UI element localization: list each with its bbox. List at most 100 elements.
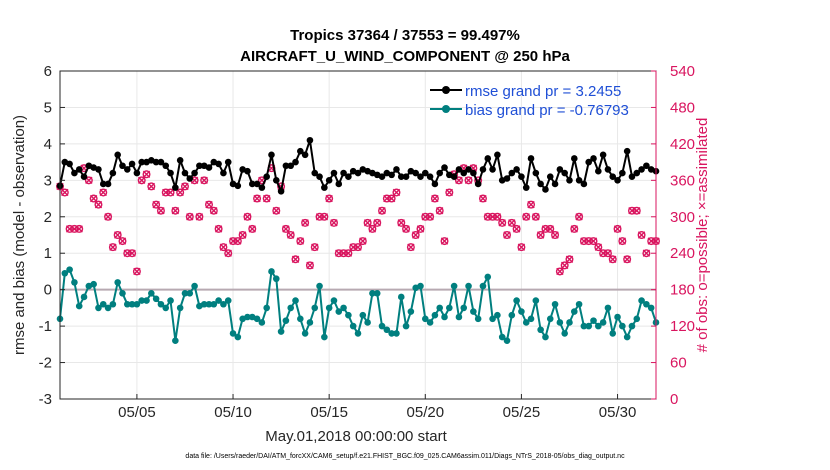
obs-point — [440, 237, 449, 246]
obs-assimilated-marker — [575, 213, 583, 221]
x-axis: 05/05 05/10 05/15 05/20 05/25 05/30 — [118, 394, 636, 421]
obs-possible-marker — [647, 237, 656, 246]
rmse-point — [224, 158, 232, 166]
obs-assimilated-marker — [325, 194, 333, 203]
obs-point — [84, 176, 93, 185]
rmse-point — [595, 167, 602, 175]
rmse-point — [345, 173, 352, 180]
obs-possible-marker — [560, 261, 569, 270]
obs-assimilated-marker — [306, 261, 314, 270]
obs-possible-marker — [363, 218, 372, 227]
obs-assimilated-marker — [387, 194, 396, 203]
obs-assimilated-marker — [359, 237, 367, 245]
rmse-point — [95, 166, 102, 173]
rmse-point — [234, 182, 242, 190]
rmse-point — [489, 166, 496, 173]
obs-point — [219, 243, 228, 252]
y2-tick-label: 0 — [670, 391, 678, 408]
rmse-point — [474, 180, 482, 188]
obs-point — [551, 230, 560, 239]
rmse-point — [114, 151, 121, 159]
obs-assimilated-marker — [445, 188, 454, 197]
rmse-point — [450, 173, 458, 180]
obs-possible-marker — [147, 182, 156, 191]
bias-point — [623, 333, 631, 341]
bias-point — [220, 300, 227, 308]
bias-point — [282, 317, 290, 324]
bias-point — [321, 333, 328, 341]
obs-assimilated-marker — [440, 237, 449, 245]
data-file-footnote: data file: /Users/raeder/DAI/ATM_forcXX/… — [185, 453, 625, 460]
obs-possible-marker — [310, 243, 319, 252]
y-tick-label: 2 — [44, 209, 52, 226]
obs-point — [464, 176, 473, 185]
obs-assimilated-marker — [498, 219, 506, 227]
obs-possible-marker — [503, 230, 512, 239]
obs-point — [416, 224, 425, 233]
y2-tick-label: 540 — [670, 63, 695, 80]
obs-assimilated-marker — [296, 237, 305, 245]
bias-point — [95, 304, 102, 312]
obs-possible-marker — [142, 170, 151, 179]
obs-assimilated-marker — [378, 207, 386, 215]
obs-assimilated-marker — [301, 219, 309, 227]
obs-point — [310, 243, 319, 252]
obs-point — [176, 188, 185, 197]
legend: rmse grand pr = 3.2455 bias grand pr = -… — [430, 83, 629, 119]
obs-assimilated-marker — [147, 182, 156, 191]
bias-point — [561, 330, 568, 337]
rmse-point — [393, 166, 400, 173]
obs-assimilated-marker — [411, 231, 420, 239]
obs-assimilated-marker — [344, 249, 353, 257]
bias-point — [229, 330, 237, 337]
rmse-point — [421, 169, 429, 177]
obs-assimilated-marker — [152, 200, 160, 209]
obs-point — [305, 261, 314, 270]
obs-assimilated-marker — [186, 213, 194, 221]
rmse-point — [542, 186, 549, 193]
bias-point — [595, 322, 602, 330]
rmse-point — [128, 160, 136, 168]
obs-assimilated-marker — [522, 213, 530, 221]
obs-point — [478, 194, 487, 203]
bias-point — [522, 319, 530, 326]
obs-assimilated-marker — [104, 213, 112, 221]
y-tick-label: 5 — [44, 99, 52, 116]
obs-possible-marker — [334, 249, 343, 258]
rmse-point — [575, 177, 583, 184]
bias-point — [383, 326, 391, 334]
obs-possible-marker — [253, 194, 262, 203]
bias-point — [441, 313, 448, 321]
obs-point — [180, 182, 189, 191]
bias-point — [244, 313, 251, 321]
obs-assimilated-marker — [551, 231, 559, 239]
x-tick-label: 05/15 — [310, 404, 348, 421]
bias-point — [90, 280, 97, 288]
obs-point — [152, 200, 161, 209]
obs-point — [498, 218, 507, 227]
obs-point — [426, 212, 435, 221]
obs-point — [603, 249, 612, 258]
obs-point — [329, 218, 338, 227]
obs-assimilated-marker — [128, 249, 136, 257]
obs-possible-marker — [161, 188, 170, 197]
obs-possible-marker — [488, 212, 497, 221]
obs-point — [411, 230, 420, 239]
obs-point — [99, 188, 108, 197]
obs-assimilated-marker — [248, 225, 256, 233]
rmse-point — [277, 187, 285, 195]
obs-possible-marker — [551, 230, 560, 239]
rmse-point — [604, 166, 612, 173]
bias-point — [407, 308, 415, 315]
x-tick-label: 05/05 — [118, 404, 156, 421]
bias-point — [186, 290, 194, 297]
rmse-point — [335, 180, 343, 188]
obs-possible-marker — [123, 249, 132, 258]
bias-point — [373, 290, 381, 297]
obs-possible-marker — [137, 176, 146, 185]
obs-possible-marker — [531, 212, 540, 221]
obs-possible-marker — [618, 237, 627, 246]
rmse-point — [109, 169, 117, 177]
obs-assimilated-marker — [171, 207, 180, 215]
obs-point — [637, 230, 646, 239]
